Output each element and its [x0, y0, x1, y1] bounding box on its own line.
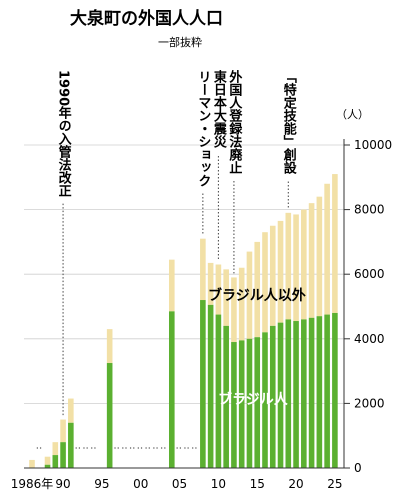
x-tick-label: 05	[172, 477, 187, 491]
bar-non-brazil	[238, 267, 245, 341]
bar-non-brazil	[269, 225, 276, 326]
bar-brazil	[277, 322, 284, 468]
bar-brazil	[200, 300, 206, 468]
bar-non-brazil	[215, 264, 222, 315]
x-tick-label: 90	[55, 477, 70, 491]
series-label-brazil: ブラジル人	[218, 391, 289, 408]
bar-brazil	[269, 325, 276, 468]
y-axis: 0 2000 4000 6000 8000 10000	[343, 138, 392, 475]
bar-brazil	[316, 316, 323, 468]
x-tick-label: 10	[211, 477, 226, 491]
bar-brazil	[254, 337, 261, 468]
bar-brazil	[223, 325, 229, 468]
bar-non-brazil	[285, 212, 292, 320]
bar-brazil	[332, 312, 338, 468]
bar-brazil	[324, 314, 330, 468]
y-tick-label: 10000	[354, 138, 392, 152]
y-axis-unit: （人）	[336, 108, 369, 121]
bar-non-brazil	[200, 238, 206, 301]
annotation-label: 東日本大震災	[211, 69, 228, 149]
annotation-label: リーマン・ショック	[195, 70, 211, 187]
bars	[29, 174, 338, 468]
y-tick-label: 0	[354, 461, 362, 475]
bar-non-brazil	[29, 459, 35, 468]
y-tick-label: 6000	[354, 267, 385, 281]
bar-brazil	[207, 304, 214, 468]
chart-subtitle: 一部抜粋	[158, 35, 202, 49]
bar-brazil	[106, 363, 113, 468]
bar-brazil	[168, 311, 175, 468]
bar-non-brazil	[254, 241, 261, 338]
bar-non-brazil	[207, 262, 214, 305]
bar-brazil	[231, 342, 237, 468]
y-tick-label: 8000	[354, 203, 385, 217]
x-tick-label: 20	[288, 477, 303, 491]
annotation-label: 1990年の入管法改正	[56, 70, 72, 198]
chart-title: 大泉町の外国人人口	[70, 8, 223, 29]
bar-non-brazil	[301, 209, 307, 320]
y-tick-label: 2000	[354, 396, 385, 410]
series-label-non-brazil: ブラジル人以外	[208, 287, 306, 304]
x-axis: 1986年 90 95 00 05 10 15 20 25	[11, 467, 344, 491]
bar-non-brazil	[293, 214, 299, 322]
bar-brazil	[68, 422, 74, 468]
bar-brazil	[308, 317, 315, 468]
annotations: 1990年の入管法改正 リーマン・ショック 東日本大震災 外国人登録法廃止 「特定技能」…	[56, 69, 298, 416]
bar-non-brazil	[231, 277, 237, 343]
bar-non-brazil	[246, 251, 253, 339]
bar-non-brazil	[324, 183, 330, 315]
bar-non-brazil	[52, 442, 59, 456]
bar-non-brazil	[262, 232, 268, 333]
bar-brazil	[285, 319, 292, 468]
x-tick-label: 25	[327, 477, 342, 491]
bar-brazil	[246, 338, 253, 468]
bar-non-brazil	[277, 220, 284, 323]
bar-brazil	[215, 314, 222, 468]
x-tick-label: 15	[250, 477, 265, 491]
bar-non-brazil	[68, 398, 74, 423]
bar-non-brazil	[308, 203, 315, 318]
bar-brazil	[52, 455, 59, 468]
bar-non-brazil	[332, 174, 338, 313]
bar-brazil	[293, 321, 299, 468]
annotation-label: 外国人登録法廃止	[226, 69, 243, 174]
bar-brazil	[60, 442, 66, 468]
bar-brazil	[301, 319, 307, 468]
bar-non-brazil	[168, 259, 175, 312]
x-tick-label: 95	[94, 477, 109, 491]
annotation-label: 「特定技能」創設	[281, 70, 298, 175]
bar-brazil	[262, 332, 268, 468]
bar-non-brazil	[44, 456, 51, 465]
bar-non-brazil	[106, 329, 113, 364]
bar-brazil	[44, 464, 51, 468]
bar-brazil	[238, 340, 245, 468]
x-tick-label: 00	[133, 477, 148, 491]
x-tick-label: 1986年	[11, 477, 54, 491]
bar-non-brazil	[316, 196, 323, 317]
bar-non-brazil	[223, 269, 229, 326]
bar-non-brazil	[60, 419, 66, 443]
y-tick-label: 4000	[354, 332, 385, 346]
